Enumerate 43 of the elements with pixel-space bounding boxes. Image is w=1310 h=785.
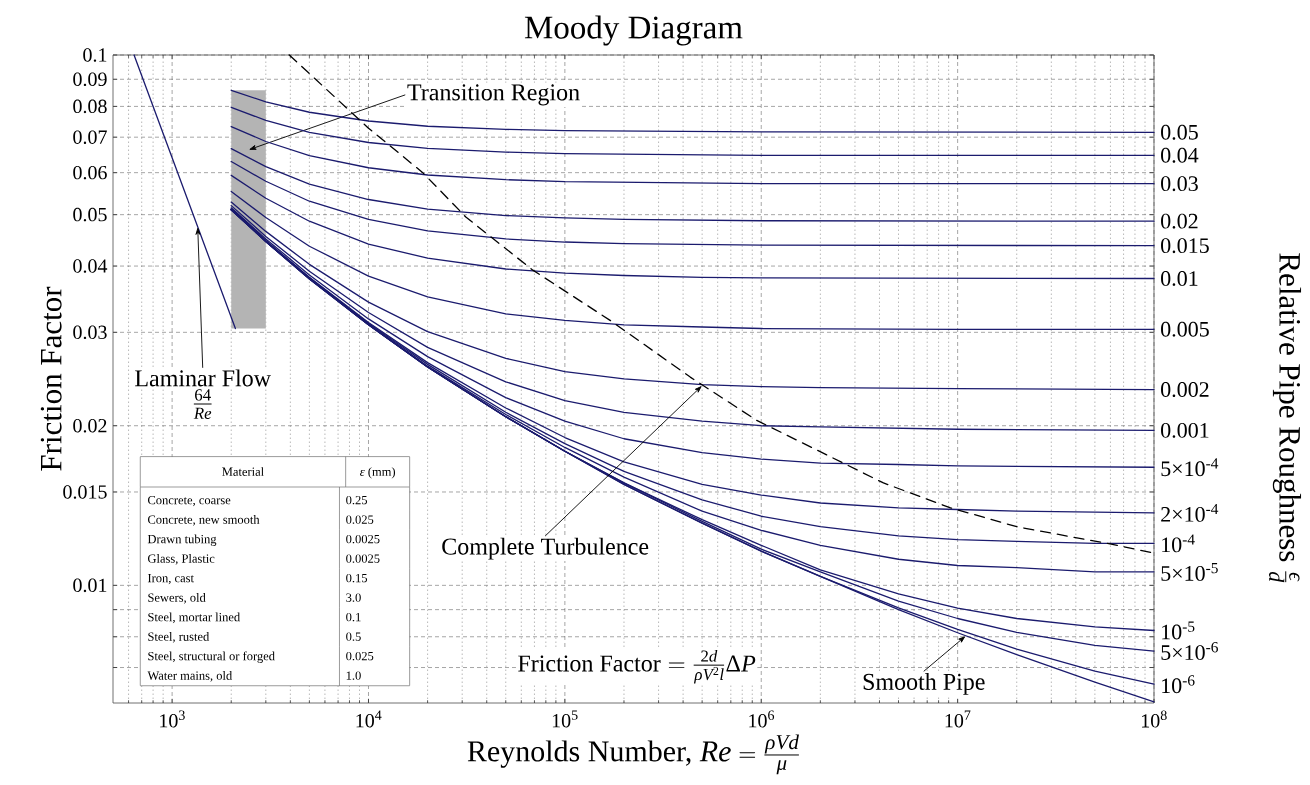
y-tick-label: 0.03	[73, 325, 107, 340]
series-label: 10$^{-6}$	[1162, 675, 1195, 694]
series-label: 0.001	[1161, 422, 1209, 438]
x-tick-label: 10$^{3}$	[160, 710, 185, 728]
annotation: $\text{Friction Factor} = \frac{2d}{\rho V^2 l}\Delta P$	[518, 649, 756, 684]
band-label: Transition Region	[407, 84, 580, 106]
series-label: 0.002	[1161, 382, 1209, 398]
text: $\text{Relative Pipe Roughness } \frac{\varepsilon}{d}$	[1268, 253, 1302, 583]
y-tick-label: 0.07	[73, 130, 107, 144]
series-label: 10$^{-4}$	[1162, 534, 1195, 553]
y-axis-title: Friction Factor	[40, 286, 62, 471]
x-tick-label: 10$^{7}$	[945, 710, 971, 728]
x-tick-label: 10$^{5}$	[552, 710, 578, 728]
series-label: 5×10$^{-5}$	[1161, 563, 1218, 581]
y-tick-label: 0.1	[83, 48, 107, 62]
annotation: Smooth Pipe	[863, 673, 985, 695]
series-label: 0.04	[1161, 147, 1199, 163]
y-tick-label: 0.05	[73, 207, 107, 222]
series-label: 5×10$^{-4}$	[1161, 458, 1219, 477]
series-label: 2×10$^{-4}$	[1161, 503, 1219, 522]
series-label: 0.02	[1161, 213, 1198, 229]
series-label: 0.01	[1161, 271, 1198, 286]
annotation: $\frac{64}{Re}$	[193, 389, 212, 419]
series-label: 0.005	[1161, 321, 1209, 337]
x-tick-label: 10$^{4}$	[356, 710, 382, 728]
chart-title: Moody Diagram	[524, 15, 743, 46]
x-tick-label: 10$^{6}$	[749, 710, 775, 728]
annotation: Laminar Flow	[135, 369, 271, 387]
series-label: 10$^{-5}$	[1162, 621, 1195, 640]
y-tick-label: 0.015	[63, 485, 107, 499]
series-label: 0.05	[1161, 124, 1198, 140]
y-tick-label: 0.04	[73, 259, 108, 273]
x-tick-label: 10$^{8}$	[1142, 710, 1167, 728]
y-tick-label: 0.01	[73, 578, 107, 593]
annotation: Complete Turbulence	[442, 537, 649, 560]
y-tick-label: 0.06	[73, 165, 107, 180]
y-tick-label: 0.09	[73, 72, 107, 87]
series-label: 0.015	[1161, 238, 1209, 254]
y-tick-label: 0.02	[73, 418, 107, 433]
series-label: 0.03	[1161, 176, 1198, 192]
series-label: 5×10$^{-6}$	[1161, 642, 1218, 660]
x-axis-title: $\text{Reynolds Number, } Re = \frac{\rho V d}{\mu}$	[467, 734, 799, 775]
y-tick-label: 0.08	[73, 99, 107, 114]
